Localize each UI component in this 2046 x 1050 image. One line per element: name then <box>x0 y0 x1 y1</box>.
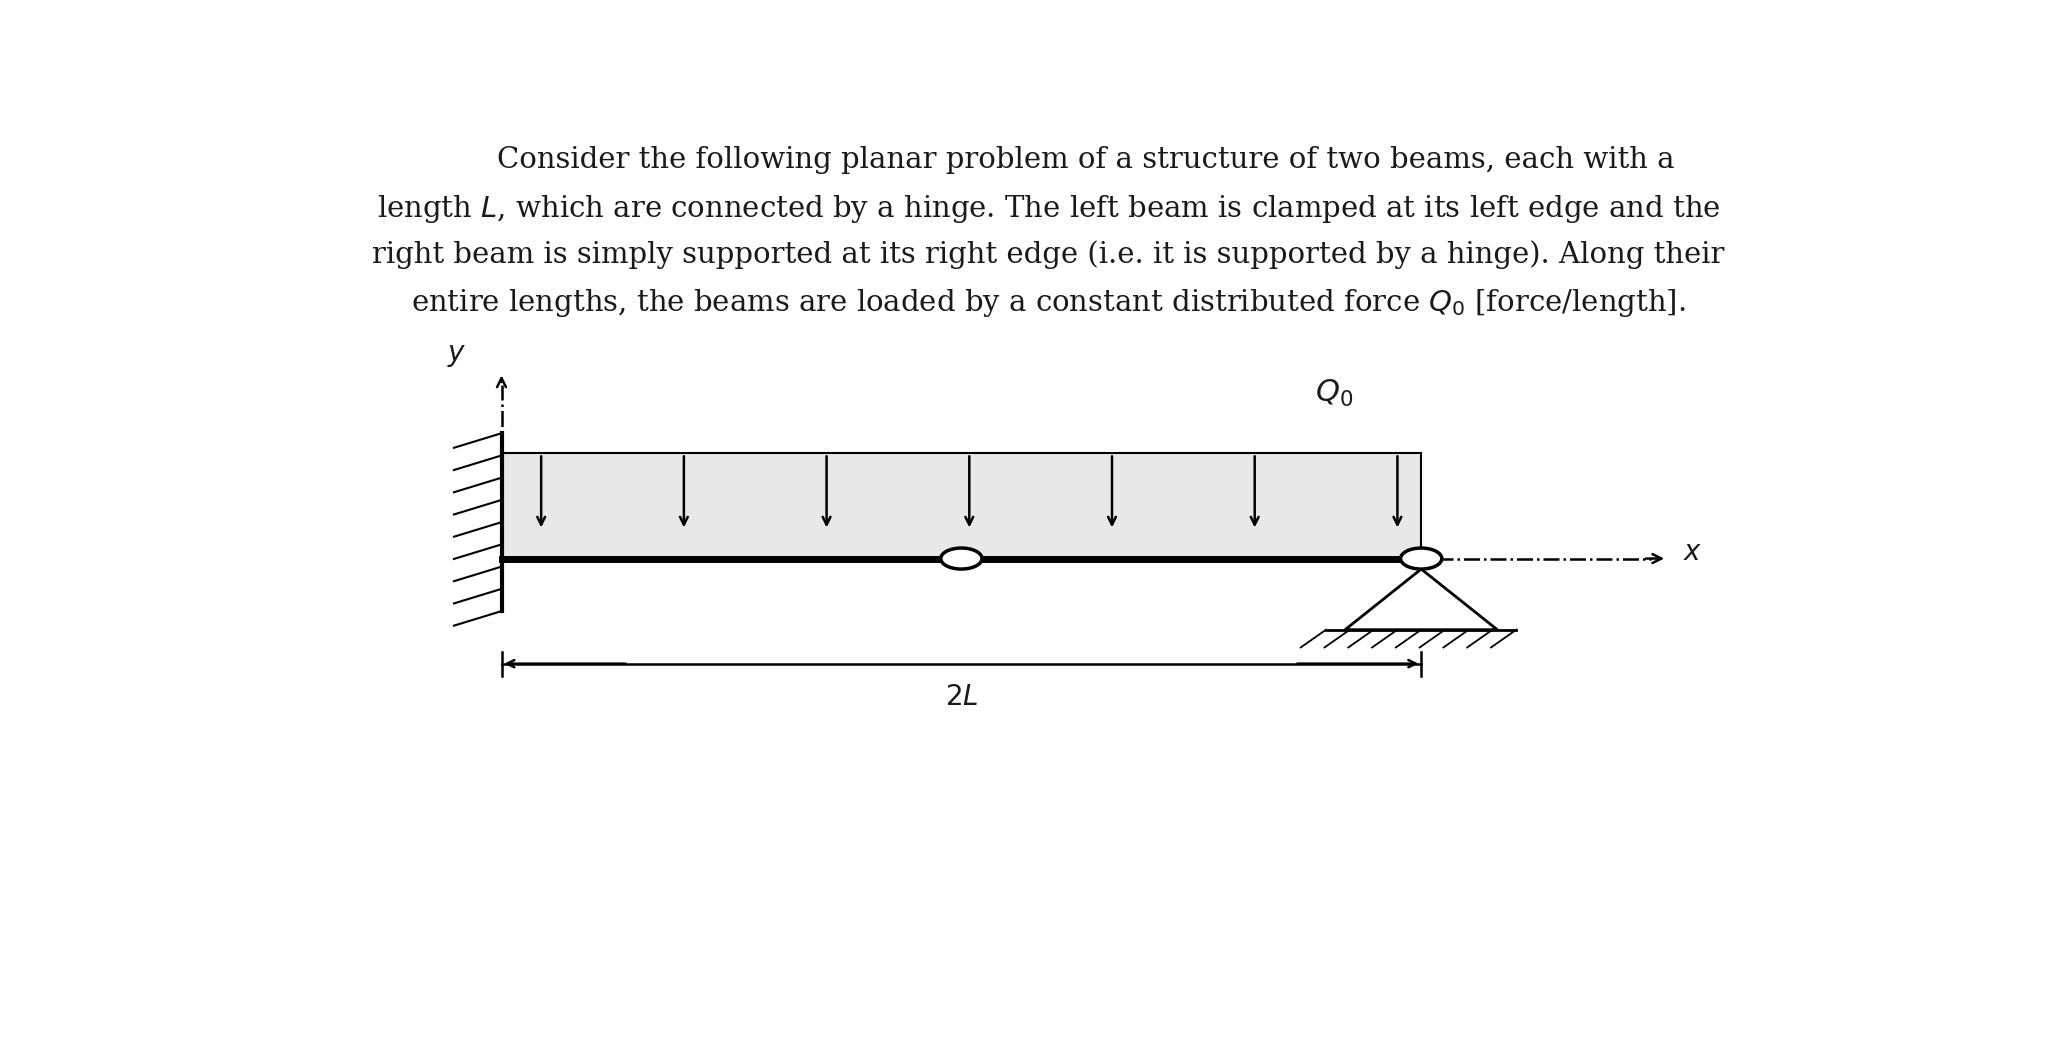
Text: $2L$: $2L$ <box>945 684 978 711</box>
Text: $x$: $x$ <box>1682 539 1702 566</box>
Text: right beam is simply supported at its right edge (i.e. it is supported by a hing: right beam is simply supported at its ri… <box>372 240 1725 269</box>
Text: entire lengths, the beams are loaded by a constant distributed force $Q_0$ [forc: entire lengths, the beams are loaded by … <box>411 287 1686 319</box>
Circle shape <box>1402 548 1442 569</box>
Text: Consider the following planar problem of a structure of two beams, each with a: Consider the following planar problem of… <box>424 146 1674 174</box>
Circle shape <box>941 548 982 569</box>
Polygon shape <box>1344 569 1498 630</box>
Text: length $L$, which are connected by a hinge. The left beam is clamped at its left: length $L$, which are connected by a hin… <box>376 193 1721 225</box>
Bar <box>501 454 1422 559</box>
Text: $y$: $y$ <box>448 341 466 369</box>
Text: $Q_0$: $Q_0$ <box>1316 378 1352 410</box>
